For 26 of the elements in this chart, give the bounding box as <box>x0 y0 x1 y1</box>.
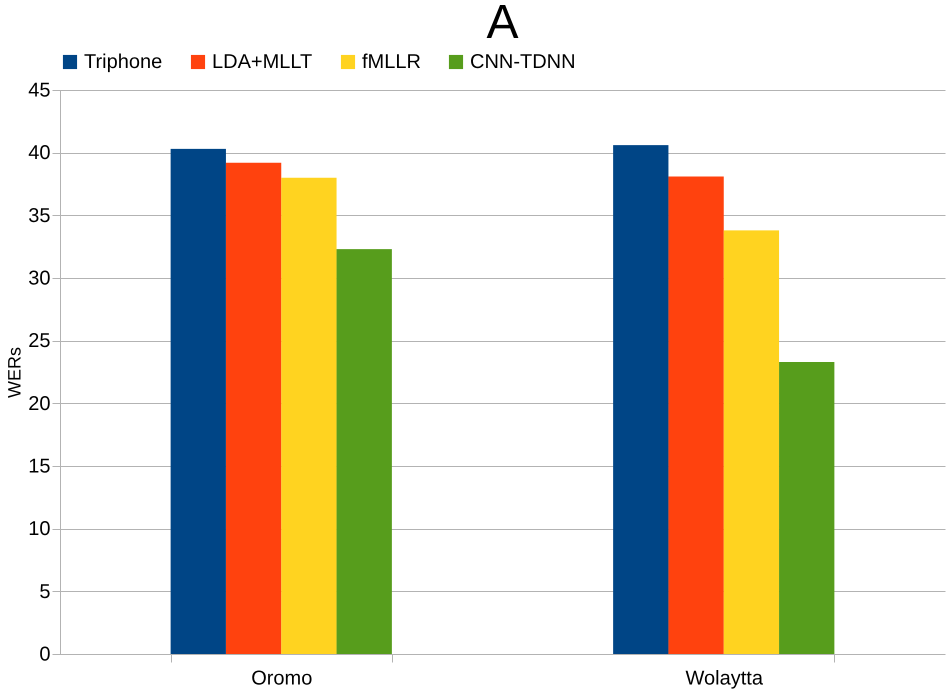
y-axis-title: WERs <box>4 347 24 398</box>
y-tick-label: 30 <box>28 268 50 290</box>
y-tick-label: 40 <box>28 142 50 164</box>
bar <box>281 178 337 654</box>
legend-label: fMLLR <box>362 51 421 73</box>
y-tick-label: 25 <box>28 330 50 352</box>
bar <box>779 362 834 654</box>
y-tick-label: 0 <box>39 644 50 666</box>
chart-title: A <box>486 0 519 49</box>
bar <box>170 148 226 654</box>
bar <box>613 145 668 654</box>
bar <box>226 162 282 654</box>
x-tick-label: Wolaytta <box>686 668 764 690</box>
y-tick-label: 20 <box>28 392 50 415</box>
y-tick-label: 10 <box>28 518 50 540</box>
legend-label: LDA+MLLT <box>212 51 312 73</box>
x-tick-label: Oromo <box>251 668 312 690</box>
legend-label: Triphone <box>84 51 162 73</box>
y-tick-label: 45 <box>28 80 50 102</box>
y-tick-label: 35 <box>28 204 50 227</box>
bar <box>336 249 392 654</box>
bar <box>668 176 724 654</box>
y-tick-label: 15 <box>28 456 50 478</box>
y-tick-label: 5 <box>39 580 50 603</box>
legend-label: CNN-TDNN <box>470 51 576 73</box>
bar <box>724 230 780 654</box>
